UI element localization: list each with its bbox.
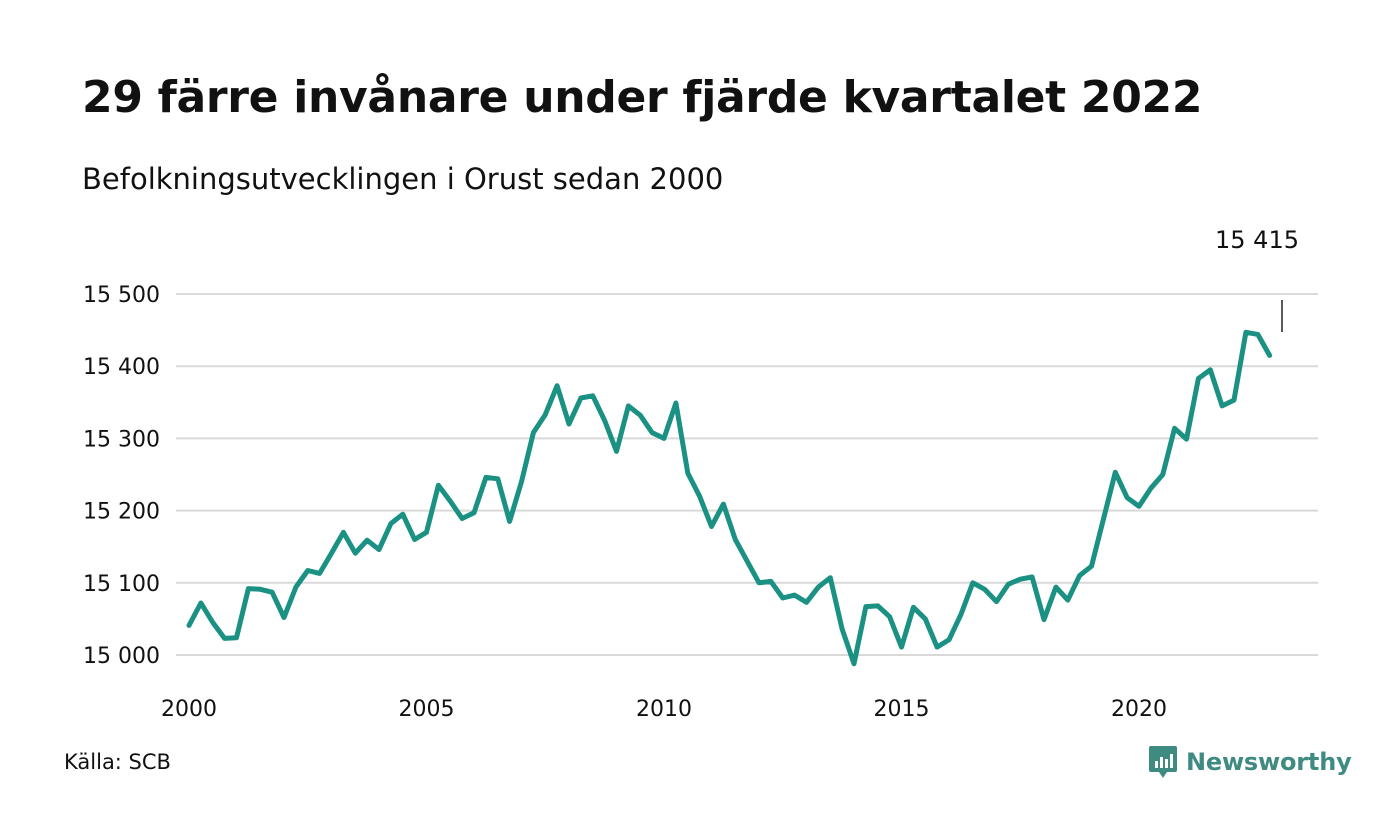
x-tick-label: 2000 xyxy=(161,697,217,722)
y-tick-label: 15 500 xyxy=(83,283,160,308)
x-tick-label: 2010 xyxy=(636,697,692,722)
chart-subtitle: Befolkningsutvecklingen i Orust sedan 20… xyxy=(82,162,724,196)
source-note: Källa: SCB xyxy=(64,750,171,774)
annotation-label: 15 415 xyxy=(1215,226,1299,254)
x-tick-label: 2005 xyxy=(399,697,455,722)
x-tick-label: 2020 xyxy=(1111,697,1167,722)
x-tick-label: 2015 xyxy=(874,697,930,722)
y-tick-label: 15 300 xyxy=(83,427,160,452)
y-tick-label: 15 400 xyxy=(83,355,160,380)
series-layer xyxy=(186,329,1273,667)
brand-name: Newsworthy xyxy=(1186,748,1352,776)
y-axis-ticks: 15 000 15 100 15 200 15 300 15 400 15 500 xyxy=(83,283,160,669)
newsworthy-logo-icon xyxy=(1149,746,1177,778)
y-tick-label: 15 100 xyxy=(83,572,160,597)
y-tick-label: 15 200 xyxy=(83,500,160,525)
chart-title: 29 färre invånare under fjärde kvartalet… xyxy=(82,72,1203,123)
series-line xyxy=(186,329,1273,667)
brand-logo[interactable]: Newsworthy xyxy=(1148,744,1352,780)
y-tick-label: 15 000 xyxy=(83,644,160,669)
annotation-layer: 15 415 xyxy=(1215,226,1299,332)
gridlines xyxy=(176,293,1318,656)
x-axis-ticks: 2000 2005 2010 2015 2020 xyxy=(161,697,1167,722)
